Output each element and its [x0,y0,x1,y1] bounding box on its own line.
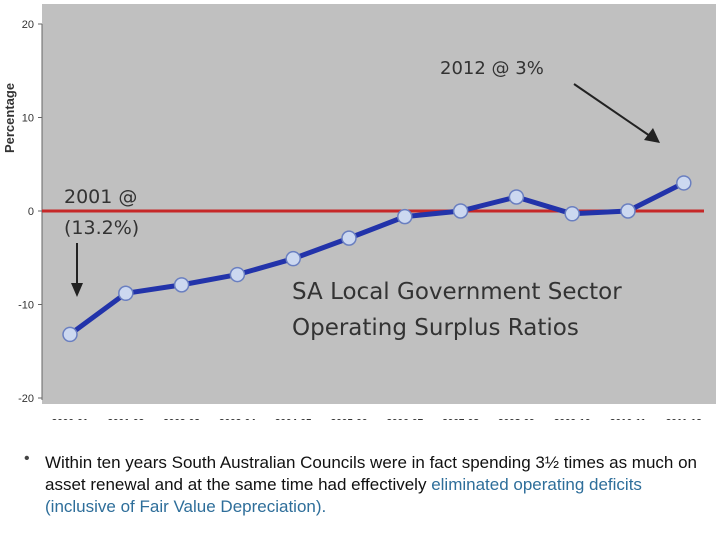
y-tick-label: -10 [18,300,34,312]
x-tick-label: 2009-10 [554,418,591,420]
annotation-2012-arrow [573,83,660,143]
data-point [564,206,580,222]
data-point [118,285,134,302]
data-point [341,230,357,246]
y-axis-label: Percentage [2,83,17,153]
annotation-2001-line1: 2001 @ [64,186,137,208]
bullet-marker: • [24,450,30,467]
y-tick-label: 10 [22,113,34,125]
x-tick-label: 2008-09 [498,418,535,420]
x-tick-label: 2005-06 [331,418,368,420]
y-tick-label: -20 [18,393,34,405]
chart-title-line1: SA Local Government Sector [292,279,622,305]
x-tick-label: 2004-05 [275,418,312,420]
data-point [285,250,301,267]
x-tick-label: 2003-04 [219,418,256,420]
chart-title-line2: Operating Surplus Ratios [292,315,579,341]
y-axis-ticks: 20 10 0 -10 -20 [18,19,42,405]
x-tick-label: 2006-07 [386,418,423,420]
data-point [452,203,469,219]
data-point [508,189,525,205]
x-tick-label: 2011-12 [666,418,703,420]
data-point [676,175,692,191]
data-point [173,277,190,293]
chart: 20 10 0 -10 -20 2000-01 2001-02 2002-03 2003-04… [2,4,716,420]
x-axis-ticks: 2000-01 2001-02 2002-03 2003-04 2004-05 2005-… [52,418,703,420]
y-tick-label: 0 [28,206,34,218]
bullet-text-highlight: eliminated operating deficits (inclusive… [45,475,642,516]
plot-area [42,4,716,404]
bullet-block: • Within ten years South Australian Coun… [0,420,720,540]
bullet-text-main: Within ten years South Australian Counci… [45,453,698,494]
x-tick-label: 2000-01 [52,418,89,420]
bullet-text: Within ten years South Australian Counci… [45,452,710,518]
series-line [68,180,685,337]
x-tick-label: 2001-02 [107,418,144,420]
data-point [397,208,413,225]
annotation-2012: 2012 @ 3% [440,58,544,79]
series-markers [62,175,692,343]
data-point [229,266,246,283]
data-point [620,203,636,219]
annotation-2001-arrow [71,243,83,297]
data-point [62,326,78,343]
y-tick-label: 20 [22,19,34,31]
annotation-2001-line2: (13.2%) [64,217,139,239]
x-tick-label: 2002-03 [163,418,200,420]
x-tick-label: 2007-08 [442,418,479,420]
